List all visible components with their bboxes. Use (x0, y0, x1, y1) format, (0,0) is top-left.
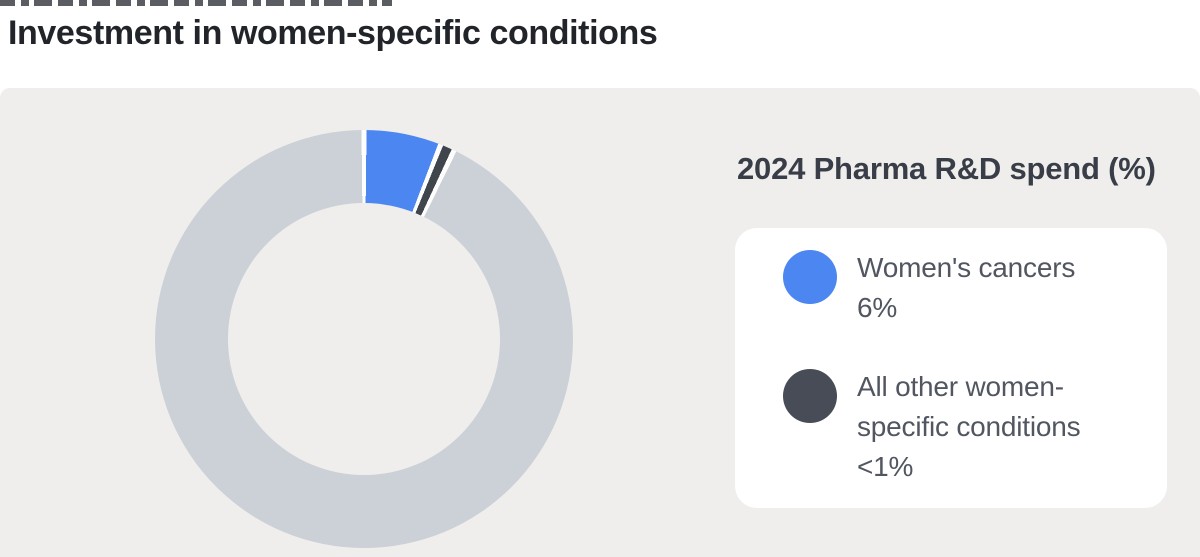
legend-value-other-conditions: <1% (857, 451, 914, 482)
page-title: Investment in women-specific conditions (8, 14, 658, 52)
cropped-text-artifact (0, 0, 392, 6)
donut-chart (155, 130, 573, 548)
legend-label-other-conditions: All other women-specific conditions (857, 371, 1081, 442)
legend-swatch-womens-cancers-icon (783, 250, 837, 304)
legend-swatch-other-conditions-icon (783, 369, 837, 423)
legend-title: 2024 Pharma R&D spend (%) (737, 151, 1156, 186)
legend-item-womens-cancers: Women's cancers 6% (783, 248, 1167, 328)
legend-card: Women's cancers 6% All other women-speci… (735, 228, 1167, 508)
legend-text-block: All other women-specific conditions <1% (857, 367, 1127, 487)
legend-text-block: Women's cancers 6% (857, 248, 1127, 328)
legend-item-other-conditions: All other women-specific conditions <1% (783, 367, 1167, 487)
donut-hole (228, 203, 500, 475)
legend-value-womens-cancers: 6% (857, 292, 898, 323)
chart-panel: 2024 Pharma R&D spend (%) Women's cancer… (0, 88, 1200, 557)
legend-label-womens-cancers: Women's cancers (857, 252, 1076, 283)
